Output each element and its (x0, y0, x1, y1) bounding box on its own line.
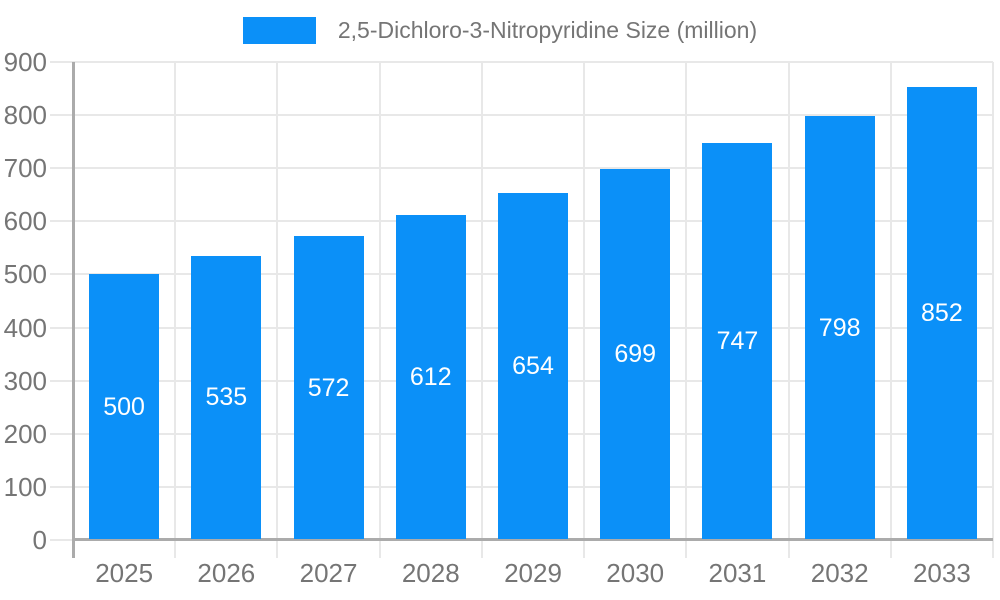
y-axis-tick-label: 600 (3, 206, 47, 237)
bar[interactable] (191, 255, 262, 539)
y-axis-tick-label: 100 (3, 471, 47, 502)
legend-label: 2,5-Dichloro-3-Nitropyridine Size (milli… (337, 17, 758, 43)
category-gridline (583, 62, 586, 558)
y-gridline (50, 167, 993, 170)
bar-value-label: 798 (818, 313, 861, 342)
x-axis-tick-label: 2028 (401, 558, 460, 588)
bar[interactable] (600, 168, 671, 539)
plot-area: 0 100 200 300 400 500 600 700 800 900 500 2025 535 20… (4, 47, 994, 588)
category-gridline (174, 62, 177, 558)
bar[interactable] (395, 214, 466, 539)
x-axis-tick-label: 2030 (606, 558, 665, 588)
y-gridline (50, 114, 993, 117)
y-axis-tick-label: 300 (3, 365, 47, 396)
y-axis-tick-label: 0 (32, 525, 47, 555)
x-axis-tick-label: 2027 (299, 558, 358, 588)
bar[interactable] (906, 87, 977, 539)
y-gridline (50, 61, 993, 63)
x-axis-tick-label: 2033 (912, 558, 971, 588)
y-axis-tick-label: 800 (3, 100, 47, 131)
bar-value-label: 699 (614, 339, 657, 368)
legend-item[interactable]: 2,5-Dichloro-3-Nitropyridine Size (milli… (0, 16, 1000, 44)
bar[interactable] (89, 274, 160, 539)
category-gridline (480, 62, 483, 558)
y-axis-tick-label: 700 (3, 153, 47, 184)
category-gridline (992, 62, 994, 558)
bar-value-label: 612 (409, 362, 452, 391)
bar[interactable] (804, 116, 875, 539)
bar-value-label: 654 (512, 351, 554, 380)
x-axis-tick-label: 2032 (810, 558, 869, 588)
y-axis-tick-label: 200 (3, 418, 47, 449)
bar-value-label: 852 (921, 299, 963, 328)
bar-value-label: 572 (307, 373, 350, 402)
bar[interactable] (498, 192, 568, 539)
category-gridline (685, 62, 688, 558)
bar[interactable] (702, 143, 773, 539)
y-axis-line (72, 62, 75, 558)
category-gridline (276, 62, 279, 558)
x-axis-tick-label: 2025 (95, 558, 154, 588)
y-axis-tick-label: 500 (3, 259, 47, 290)
bar-value-label: 747 (716, 327, 759, 356)
y-axis-tick-label: 400 (3, 312, 47, 343)
category-gridline (378, 62, 381, 558)
bar[interactable] (293, 236, 364, 539)
category-gridline (787, 62, 790, 558)
x-axis-tick-label: 2026 (197, 558, 256, 588)
bar-value-label: 535 (205, 383, 248, 412)
bar-value-label: 500 (103, 392, 145, 421)
x-axis-tick-label: 2031 (708, 558, 767, 588)
legend-swatch-icon (242, 16, 316, 44)
y-axis-tick-label: 900 (3, 47, 47, 77)
x-axis-tick-label: 2029 (504, 558, 562, 588)
x-axis-line (73, 538, 993, 541)
category-gridline (889, 62, 892, 558)
